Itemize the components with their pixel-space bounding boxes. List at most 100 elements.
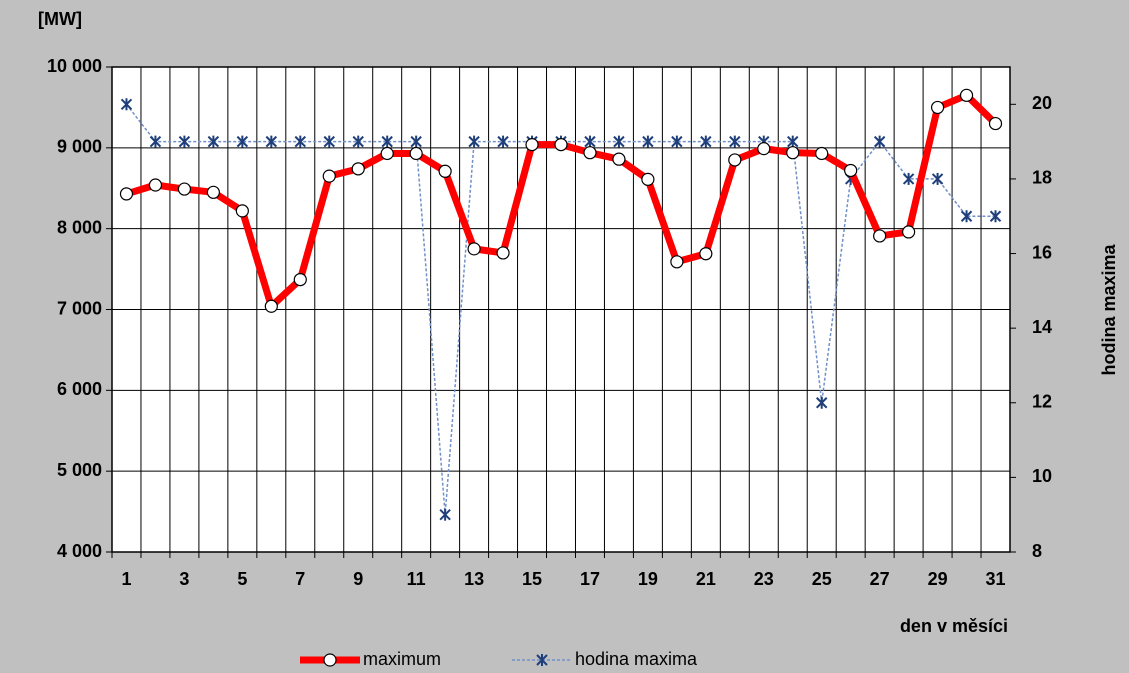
x-tick-label: 5 <box>237 569 247 589</box>
marker <box>497 135 509 148</box>
marker <box>729 135 741 148</box>
marker <box>322 169 336 183</box>
marker <box>380 146 394 161</box>
marker <box>264 299 278 313</box>
marker <box>207 135 220 148</box>
y2-tick-label: 18 <box>1032 168 1052 188</box>
x-tick-label: 27 <box>870 569 890 589</box>
y-tick-label: 5 000 <box>57 460 102 480</box>
x-tick-label: 29 <box>928 569 948 589</box>
marker <box>381 135 393 148</box>
y2-tick-label: 20 <box>1032 93 1052 113</box>
marker <box>988 116 1003 131</box>
marker <box>642 135 654 148</box>
marker <box>323 135 335 148</box>
marker <box>351 162 365 176</box>
marker <box>323 653 337 667</box>
marker <box>177 182 192 196</box>
marker <box>787 135 799 148</box>
marker <box>439 508 451 521</box>
x-tick-label: 25 <box>812 569 832 589</box>
marker <box>467 242 481 256</box>
x-tick-label: 11 <box>407 569 426 589</box>
plot <box>119 88 1003 521</box>
marker <box>960 210 973 223</box>
x-tick-label: 13 <box>464 569 484 589</box>
x-tick-label: 9 <box>353 569 363 589</box>
marker <box>786 146 800 160</box>
x-tick-label: 23 <box>754 569 774 589</box>
legend: maximum hodina maxima <box>300 649 698 669</box>
marker <box>931 172 944 185</box>
y2-tick-label: 8 <box>1032 541 1042 561</box>
marker <box>525 138 539 152</box>
marker <box>699 247 713 261</box>
x-tick-label: 7 <box>295 569 305 589</box>
marker <box>873 229 887 243</box>
marker <box>728 153 742 167</box>
marker <box>902 225 916 239</box>
y-tick-label: 6 000 <box>57 379 102 399</box>
y2-tick-label: 14 <box>1032 317 1052 337</box>
marker <box>700 135 712 148</box>
marker <box>816 396 828 409</box>
marker <box>536 654 548 666</box>
y2-tick-label: 10 <box>1032 466 1052 486</box>
y2-axis-label: hodina maxima <box>1099 243 1119 375</box>
grid: 4 000 5 000 6 000 7 000 8 000 9 000 10 000 8 10 1… <box>47 56 1052 589</box>
y-tick-label: 7 000 <box>57 298 102 318</box>
marker <box>294 135 306 148</box>
legend-label: maximum <box>363 649 441 669</box>
marker <box>148 178 163 192</box>
marker <box>496 246 510 260</box>
marker <box>959 88 974 102</box>
marker <box>583 146 597 160</box>
x-tick-label: 17 <box>580 569 600 589</box>
y-tick-label: 9 000 <box>57 137 102 157</box>
marker <box>293 272 307 287</box>
marker <box>844 163 858 178</box>
marker <box>902 172 915 185</box>
x-tick-label: 19 <box>638 569 658 589</box>
x-tick-label: 31 <box>986 569 1006 589</box>
marker <box>873 135 886 148</box>
marker <box>235 204 249 218</box>
marker <box>438 164 452 178</box>
marker <box>930 100 945 115</box>
marker <box>236 135 249 148</box>
x-tick-label: 3 <box>179 569 189 589</box>
marker <box>641 172 655 186</box>
marker <box>815 146 829 161</box>
marker <box>613 135 625 148</box>
legend-label: hodina maxima <box>575 649 698 669</box>
plot-border <box>111 66 1011 553</box>
y-tick-label: 10 000 <box>47 56 102 76</box>
marker <box>468 135 480 148</box>
marker <box>178 135 191 148</box>
x-tick-label: 1 <box>121 569 131 589</box>
marker <box>352 135 364 148</box>
marker <box>584 135 596 148</box>
marker <box>409 146 423 161</box>
y-tick-label: 4 000 <box>57 541 102 561</box>
marker <box>265 135 278 148</box>
marker <box>612 152 626 166</box>
marker <box>120 98 133 111</box>
x-axis-label: den v měsíci <box>900 616 1008 636</box>
marker <box>671 135 683 148</box>
x-tick-label: 21 <box>696 569 716 589</box>
marker <box>410 135 422 148</box>
marker <box>119 187 134 201</box>
marker <box>989 210 1002 223</box>
marker <box>670 255 684 269</box>
y2-tick-label: 12 <box>1032 392 1052 412</box>
marker <box>149 135 162 148</box>
x-tick-label: 15 <box>522 569 542 589</box>
marker <box>554 138 568 152</box>
marker <box>206 185 220 199</box>
y2-tick-label: 16 <box>1032 242 1052 262</box>
marker <box>757 142 771 156</box>
y-unit-label: [MW] <box>38 9 82 29</box>
y-tick-label: 8 000 <box>57 217 102 237</box>
